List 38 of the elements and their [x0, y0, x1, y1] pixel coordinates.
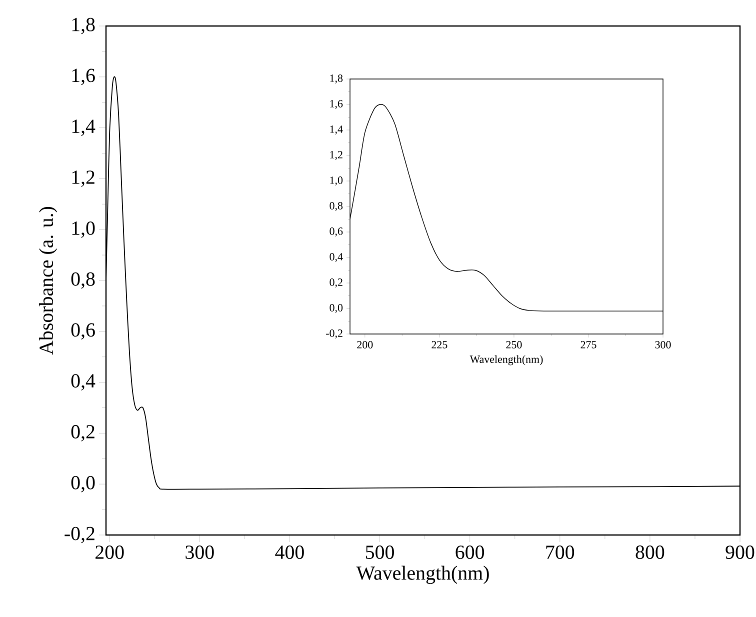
- y-tick-label: 0,8: [71, 272, 95, 289]
- y-tick-label: 1,0: [72, 221, 95, 238]
- y-tick-label: 1,4: [330, 126, 343, 134]
- y-tick-label: 1,2: [72, 170, 94, 187]
- x-tick-label: 200: [96, 546, 124, 559]
- x-tick-label: 225: [432, 341, 448, 348]
- y-tick-label: 1,2: [330, 151, 342, 160]
- y-tick-label: 0,4: [71, 374, 96, 390]
- y-tick-label: 1,0: [330, 176, 343, 186]
- x-tick-label: 400: [275, 546, 304, 559]
- y-tick-label: 0,0: [71, 476, 95, 492]
- y-tick-label: 0,6: [330, 228, 343, 236]
- y-tick-label: 1,8: [330, 74, 343, 84]
- y-tick-label: 0,8: [330, 202, 343, 211]
- y-tick-label: 0,2: [330, 278, 342, 288]
- y-axis-title: Absorbance (a. u.): [39, 206, 58, 355]
- y-tick-label: 0,6: [71, 323, 95, 340]
- x-axis-title: Wavelength(nm): [470, 355, 543, 366]
- y-tick-label: 1,8: [72, 18, 95, 34]
- x-tick-label: 800: [636, 546, 664, 559]
- x-tick-label: 700: [546, 546, 574, 559]
- y-tick-label: 0,2: [71, 425, 94, 442]
- x-tick-label: 900: [726, 546, 754, 559]
- x-tick-label: 600: [456, 546, 484, 559]
- y-tick-label: 1,6: [330, 100, 343, 109]
- y-tick-label: 0,0: [330, 304, 343, 313]
- x-axis-title: Wavelength(nm): [356, 566, 489, 584]
- x-tick-label: 275: [580, 341, 596, 348]
- x-tick-label: 500: [366, 546, 394, 559]
- y-tick-label: 1,6: [72, 68, 95, 86]
- x-tick-label: 300: [655, 341, 671, 348]
- x-tick-label: 200: [357, 341, 373, 348]
- x-tick-label: 300: [186, 546, 214, 559]
- y-tick-label: 0,4: [330, 253, 343, 262]
- y-tick-label: 1,4: [72, 120, 96, 136]
- y-tick-label: -0,2: [64, 526, 94, 544]
- x-tick-label: 250: [506, 341, 522, 348]
- y-tick-label: -0,2: [326, 330, 342, 338]
